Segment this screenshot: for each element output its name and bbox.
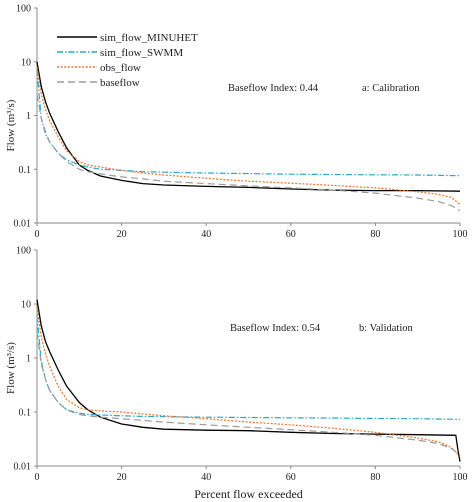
baseflow-index-annotation: Baseflow Index: 0.54 [230,323,321,334]
x-tick-label: 80 [370,229,380,240]
panel-validation: 0.01 0.1 1 10 100 0 20 40 60 80 100 Flow (m³/s) Perc… [5,246,468,502]
legend-label: baseflow [100,77,140,89]
legend-label: obs_flow [100,62,141,74]
series-line-obs-flow [36,66,461,206]
x-tick-label: 0 [35,472,40,483]
legend-label: sim_flow_SWMM [100,47,183,59]
y-tick-label: 100 [16,4,31,15]
x-tick-label: 60 [286,472,296,483]
y-axis-label: Flow (m³/s) [5,99,17,151]
panel-label-annotation: a: Calibration [362,83,420,94]
y-axis-label: Flow (m³/s) [5,342,17,394]
x-axis-label: Percent flow exceeded [194,487,303,501]
x-tick-label: 100 [453,229,468,240]
legend-label: sim_flow_MINUHET [100,32,198,44]
series-line-obs-flow [36,306,461,457]
x-tick-label: 60 [286,229,296,240]
series-line-sim-flow-swmm [36,315,461,420]
x-tick-label: 80 [370,472,380,483]
y-tick-label: 0.01 [14,462,32,473]
y-tick-label: 0.1 [19,165,32,176]
series-line-baseflow [36,93,461,212]
x-tick-label: 0 [35,229,40,240]
panel-calibration: 0.01 0.1 1 10 100 0 20 40 60 80 100 Flow (m³/s) Base… [5,4,468,241]
x-tick-label: 20 [117,229,127,240]
y-tick-label: 1 [26,354,31,365]
y-tick-label: 100 [16,246,31,257]
series-line-baseflow [36,332,461,456]
y-tick-label: 10 [21,57,31,68]
x-tick-label: 100 [453,472,468,483]
baseflow-index-annotation: Baseflow Index: 0.44 [228,83,319,94]
panel-label-annotation: b: Validation [359,323,414,334]
x-tick-label: 40 [201,229,211,240]
y-tick-label: 0.01 [14,219,32,230]
y-tick-label: 0.1 [19,408,32,419]
series-line-sim-flow-minuhet [36,299,461,462]
x-tick-label: 40 [201,472,211,483]
y-tick-label: 10 [21,300,31,311]
y-tick-label: 1 [26,111,31,122]
x-tick-label: 20 [117,472,127,483]
